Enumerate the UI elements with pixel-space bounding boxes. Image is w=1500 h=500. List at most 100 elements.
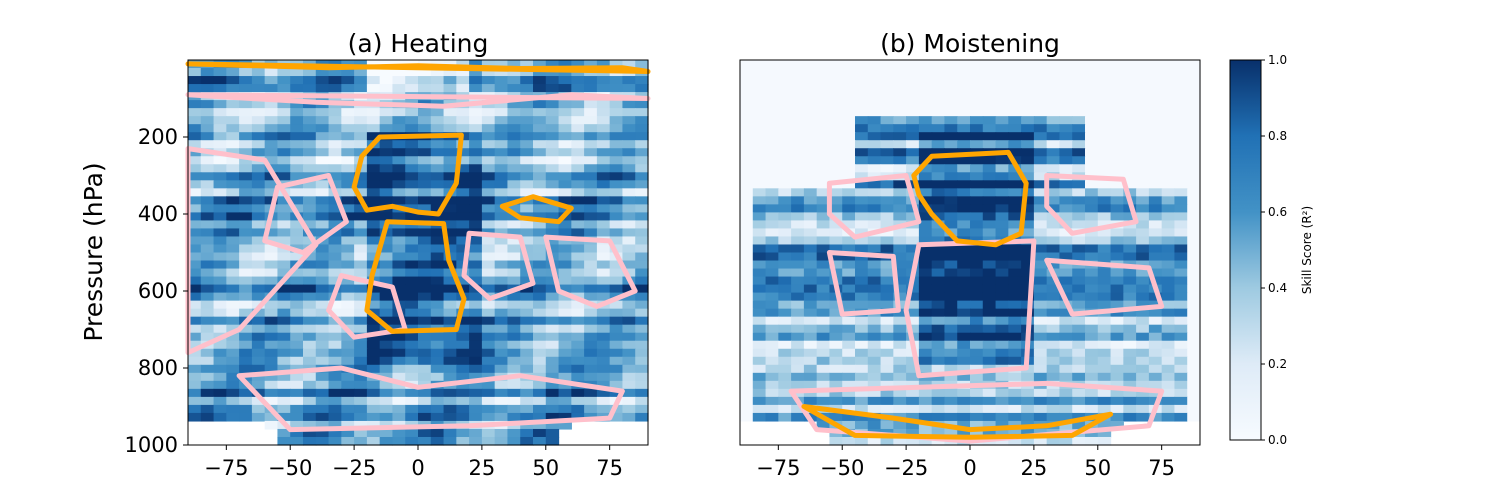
- heatmap-cell: [1097, 132, 1112, 141]
- heatmap-cell: [970, 164, 984, 173]
- heatmap-cell: [1008, 148, 1022, 157]
- heatmap-cell: [596, 388, 611, 398]
- heatmap-cell: [188, 156, 202, 165]
- heatmap-cell: [226, 276, 240, 286]
- heatmap-cell: [328, 132, 342, 141]
- heatmap-cell: [507, 76, 521, 85]
- heatmap-cell: [341, 396, 355, 406]
- heatmap-cell: [791, 60, 805, 69]
- heatmap-cell: [995, 124, 1009, 133]
- heatmap-cell: [855, 340, 869, 350]
- y-tick-label: 600: [138, 279, 178, 303]
- heatmap-cell: [1021, 204, 1035, 213]
- heatmap-cell: [791, 284, 805, 294]
- heatmap-cell: [1021, 412, 1035, 422]
- heatmap-cell: [842, 132, 856, 141]
- heatmap-cell: [213, 268, 227, 278]
- heatmap-cell: [533, 116, 547, 125]
- heatmap-cell: [1046, 236, 1061, 246]
- heatmap-cell: [379, 404, 394, 414]
- heatmap-cell: [893, 372, 907, 382]
- heatmap-cell: [596, 148, 611, 157]
- heatmap-cell: [494, 396, 509, 406]
- heatmap-cell: [918, 396, 933, 406]
- heatmap-cell: [596, 348, 611, 358]
- heatmap-cell: [456, 124, 470, 133]
- heatmap-cell: [558, 340, 572, 350]
- heatmap-cell: [931, 148, 946, 157]
- heatmap-cell: [1110, 100, 1124, 109]
- heatmap-cell: [1097, 116, 1112, 125]
- heatmap-cell: [239, 332, 253, 342]
- heatmap-cell: [200, 372, 215, 382]
- heatmap-cell: [290, 308, 304, 318]
- heatmap-cell: [1161, 140, 1176, 149]
- heatmap-cell: [622, 316, 636, 326]
- heatmap-cell: [944, 412, 958, 422]
- heatmap-cell: [405, 316, 419, 326]
- heatmap-cell: [558, 116, 572, 125]
- heatmap-cell: [842, 84, 856, 93]
- heatmap-cell: [239, 340, 253, 350]
- heatmap-cell: [188, 300, 202, 310]
- heatmap-cell: [1059, 132, 1073, 141]
- heatmap-cell: [430, 332, 445, 342]
- heatmap-cell: [1110, 356, 1124, 366]
- heatmap-cell: [944, 84, 958, 93]
- heatmap-cell: [328, 108, 342, 117]
- heatmap-cell: [188, 188, 202, 197]
- heatmap-cell: [1187, 412, 1201, 422]
- heatmap-cell: [379, 244, 394, 254]
- heatmap-cell: [226, 108, 240, 117]
- heatmap-cell: [995, 228, 1009, 238]
- heatmap-cell: [1059, 156, 1073, 165]
- heatmap-cell: [1008, 116, 1022, 125]
- heatmap-cell: [867, 180, 882, 189]
- heatmap-cell: [1059, 332, 1073, 342]
- heatmap-cell: [1097, 316, 1112, 326]
- heatmap-cell: [906, 372, 920, 382]
- heatmap-cell: [622, 108, 636, 117]
- heatmap-cell: [315, 68, 330, 77]
- heatmap-cell: [545, 428, 560, 438]
- heatmap-cell: [571, 172, 585, 181]
- heatmap-cell: [778, 116, 792, 125]
- heatmap-cell: [354, 420, 368, 430]
- heatmap-cell: [328, 172, 342, 181]
- heatmap-cell: [200, 68, 215, 77]
- heatmap-cell: [1046, 348, 1061, 358]
- heatmap-cell: [1008, 356, 1022, 366]
- heatmap-cell: [200, 100, 215, 109]
- heatmap-cell: [880, 156, 894, 165]
- heatmap-cell: [328, 436, 342, 446]
- heatmap-cell: [880, 92, 894, 101]
- heatmap-cell: [264, 276, 279, 286]
- heatmap-cell: [443, 116, 457, 125]
- heatmap-cell: [239, 252, 253, 262]
- heatmap-cell: [893, 76, 907, 85]
- heatmap-cell: [277, 428, 291, 438]
- heatmap-cell: [778, 308, 792, 318]
- heatmap-cell: [944, 244, 958, 254]
- heatmap-cell: [1136, 284, 1150, 294]
- heatmap-cell: [558, 364, 572, 374]
- heatmap-cell: [226, 164, 240, 173]
- heatmap-cell: [1097, 212, 1112, 222]
- heatmap-cell: [1097, 404, 1112, 414]
- heatmap-cell: [995, 108, 1009, 117]
- heatmap-cell: [1123, 148, 1137, 157]
- heatmap-cell: [596, 396, 611, 406]
- heatmap-cell: [290, 140, 304, 149]
- heatmap-cell: [213, 364, 227, 374]
- heatmap-cell: [1008, 260, 1022, 270]
- heatmap-cell: [469, 372, 483, 382]
- heatmap-cell: [752, 108, 767, 117]
- heatmap-cell: [1174, 212, 1188, 222]
- heatmap-cell: [880, 76, 894, 85]
- heatmap-cell: [931, 316, 946, 326]
- heatmap-cell: [1136, 404, 1150, 414]
- heatmap-cell: [188, 148, 202, 157]
- heatmap-cell: [290, 172, 304, 181]
- heatmap-cell: [1123, 332, 1137, 342]
- heatmap-cell: [188, 76, 202, 85]
